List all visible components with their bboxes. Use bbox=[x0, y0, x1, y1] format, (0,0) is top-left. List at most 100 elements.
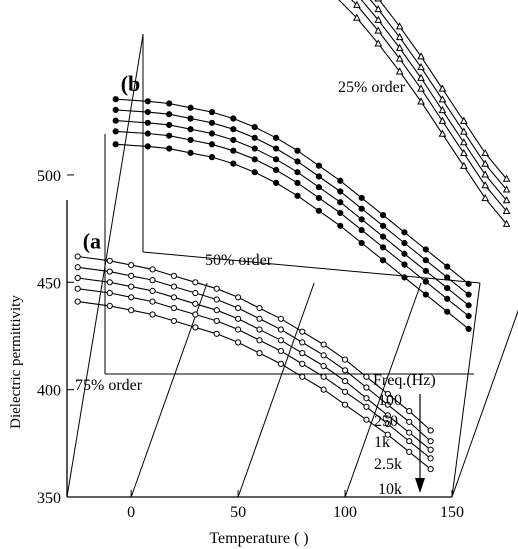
data-point bbox=[427, 446, 434, 453]
data-point bbox=[363, 403, 370, 410]
data-point bbox=[213, 317, 220, 325]
data-point bbox=[170, 283, 178, 290]
data-point bbox=[353, 13, 361, 21]
data-point bbox=[353, 0, 361, 8]
data-point bbox=[213, 330, 220, 337]
data-point bbox=[299, 350, 306, 357]
data-point bbox=[213, 307, 220, 314]
data-point bbox=[277, 315, 284, 322]
data-point bbox=[374, 5, 383, 13]
data-point bbox=[401, 229, 408, 236]
data-point bbox=[358, 205, 365, 212]
data-point bbox=[277, 337, 284, 344]
data-point bbox=[315, 184, 322, 191]
data-point bbox=[459, 138, 468, 146]
data-point bbox=[144, 130, 151, 137]
data-point bbox=[166, 132, 173, 139]
data-point bbox=[299, 328, 306, 335]
series-1k bbox=[74, 274, 434, 453]
data-point bbox=[481, 193, 490, 202]
data-point bbox=[74, 285, 81, 292]
data-point bbox=[230, 147, 237, 154]
data-point bbox=[481, 170, 490, 178]
data-point bbox=[379, 212, 387, 219]
data-point bbox=[465, 325, 472, 333]
data-point bbox=[277, 347, 284, 355]
data-point bbox=[395, 67, 404, 75]
data-point bbox=[166, 145, 173, 152]
data-point bbox=[213, 296, 220, 303]
data-point bbox=[337, 199, 344, 206]
data-point bbox=[277, 326, 284, 333]
data-point bbox=[417, 97, 425, 105]
data-point bbox=[208, 141, 216, 148]
data-point bbox=[315, 207, 322, 214]
data-point bbox=[459, 161, 468, 169]
data-point bbox=[213, 285, 220, 292]
x-tick-label: 50 bbox=[230, 504, 246, 521]
data-point bbox=[235, 339, 242, 346]
data-point bbox=[149, 266, 156, 273]
series-2.5k bbox=[351, 0, 511, 215]
legend-entry-250: 250 bbox=[374, 413, 398, 430]
x-axis-label: Temperature ( ) bbox=[209, 530, 308, 547]
data-point bbox=[170, 317, 178, 325]
data-point bbox=[294, 192, 301, 199]
data-point bbox=[256, 315, 263, 322]
data-point bbox=[465, 302, 472, 309]
data-point bbox=[459, 116, 468, 124]
data-point bbox=[112, 106, 119, 114]
data-point bbox=[406, 429, 413, 436]
data-point bbox=[422, 291, 429, 298]
data-point bbox=[192, 324, 199, 331]
data-point bbox=[379, 233, 387, 240]
series-250 bbox=[74, 264, 434, 445]
data-point bbox=[374, 26, 383, 34]
data-point bbox=[149, 287, 156, 294]
data-point bbox=[299, 339, 306, 346]
data-point bbox=[465, 280, 472, 287]
data-point bbox=[401, 274, 408, 281]
data-point bbox=[251, 156, 258, 163]
data-point bbox=[417, 52, 425, 60]
data-point bbox=[166, 100, 173, 107]
data-point bbox=[379, 257, 387, 264]
y-axis-label: Dielectric permittivity bbox=[8, 295, 24, 429]
data-point bbox=[149, 277, 156, 284]
data-point bbox=[230, 115, 237, 122]
data-point bbox=[273, 145, 280, 152]
grid-diagonal bbox=[130, 282, 208, 498]
data-point bbox=[502, 206, 511, 215]
data-point bbox=[256, 337, 263, 344]
series-100 bbox=[112, 96, 472, 287]
data-point bbox=[444, 274, 451, 281]
legend-entry-1k: 1k bbox=[374, 434, 390, 451]
data-point bbox=[358, 216, 365, 223]
data-point bbox=[337, 177, 344, 184]
data-point bbox=[277, 360, 284, 367]
order-label: 25% order bbox=[338, 79, 406, 96]
data-point bbox=[406, 438, 413, 445]
data-point bbox=[363, 373, 370, 380]
data-point bbox=[251, 123, 258, 131]
data-point bbox=[74, 264, 81, 271]
data-point bbox=[128, 283, 135, 290]
data-point bbox=[481, 181, 490, 189]
legend-entry-10k: 10k bbox=[378, 481, 402, 498]
data-point bbox=[384, 412, 391, 419]
data-point bbox=[144, 119, 151, 126]
data-point bbox=[144, 98, 151, 105]
data-point bbox=[465, 312, 472, 320]
data-point bbox=[128, 294, 135, 301]
data-point bbox=[320, 373, 327, 380]
data-point bbox=[106, 257, 113, 264]
series-10k bbox=[74, 298, 434, 473]
data-point bbox=[438, 95, 447, 103]
data-point bbox=[502, 174, 511, 182]
data-point bbox=[337, 222, 344, 229]
legend-arrow-head bbox=[415, 478, 425, 493]
series-line bbox=[115, 143, 469, 330]
data-point bbox=[337, 209, 344, 217]
data-point bbox=[341, 377, 349, 385]
